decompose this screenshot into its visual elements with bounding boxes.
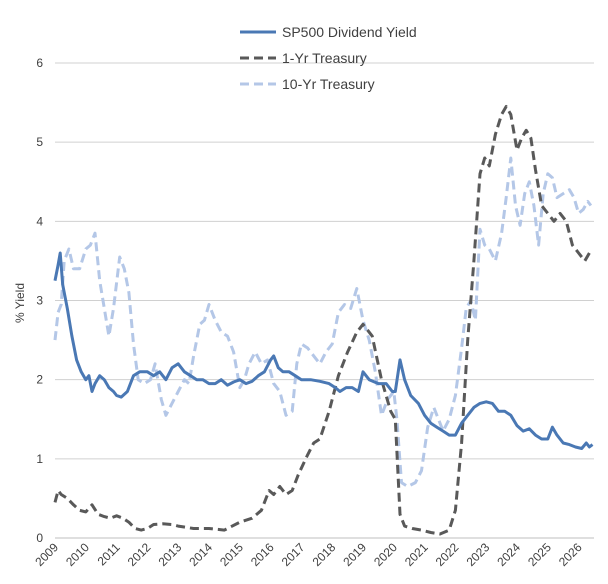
- legend-label: 10-Yr Treasury: [282, 76, 375, 92]
- x-tick-label: 2010: [63, 540, 92, 569]
- x-tick-label: 2026: [556, 540, 585, 569]
- x-tick-label: 2014: [186, 540, 215, 569]
- x-tick-label: 2017: [279, 540, 308, 569]
- y-tick-label: 0: [36, 531, 43, 545]
- x-tick-label: 2022: [433, 540, 462, 569]
- y-tick-label: 2: [36, 373, 43, 387]
- x-tick-label: 2015: [217, 540, 246, 569]
- x-tick-label: 2021: [402, 540, 431, 569]
- legend-label: 1-Yr Treasury: [282, 50, 367, 66]
- y-tick-label: 4: [36, 214, 43, 228]
- y-axis-label: % Yield: [13, 283, 27, 323]
- series-line-1-yr-treasury: [53, 105, 591, 536]
- y-tick-label: 3: [36, 294, 43, 308]
- gridlines: [55, 62, 594, 539]
- y-tick-label: 5: [36, 135, 43, 149]
- series-line-10-yr-treasury: [53, 156, 593, 488]
- legend: SP500 Dividend Yield 1-Yr Treasury 10-Yr T…: [240, 24, 417, 92]
- y-axis-ticks: 0 1 2 3 4 5 6: [36, 56, 43, 545]
- legend-label: SP500 Dividend Yield: [282, 24, 417, 40]
- x-tick-label: 2013: [156, 540, 185, 569]
- x-tick-label: 2016: [248, 540, 277, 569]
- x-tick-label: 2019: [340, 540, 369, 569]
- x-tick-label: 2018: [310, 540, 339, 569]
- y-tick-label: 1: [36, 452, 43, 466]
- x-tick-label: 2011: [95, 540, 123, 568]
- series-line-sp500-dividend-yield: [53, 251, 594, 450]
- series-lines: [53, 105, 594, 536]
- x-tick-label: 2024: [494, 540, 523, 569]
- x-tick-label: 2023: [464, 540, 493, 569]
- x-axis-ticks: 2009 2010 2011 2012 2013 2014 2015 2016 2017 2018…: [32, 540, 585, 569]
- x-tick-label: 2020: [371, 540, 400, 569]
- y-tick-label: 6: [36, 56, 43, 70]
- x-tick-label: 2012: [125, 540, 154, 569]
- x-tick-label: 2025: [525, 540, 554, 569]
